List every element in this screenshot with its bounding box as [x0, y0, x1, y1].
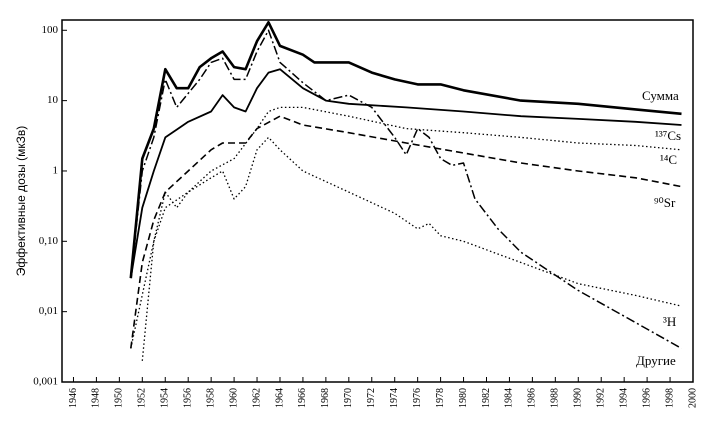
x-tick-label: 1950	[114, 388, 125, 408]
series-label: Другие	[636, 353, 676, 368]
x-tick-label: 1980	[458, 388, 469, 408]
series-label: Сумма	[642, 88, 679, 103]
series-line	[129, 21, 682, 279]
x-tick-label: 1970	[343, 388, 354, 408]
x-tick-label: 1992	[596, 388, 607, 408]
x-tick-label: 1968	[320, 388, 331, 408]
x-tick-label: 1984	[504, 388, 515, 408]
series-line	[141, 106, 682, 361]
x-tick-label: 2000	[687, 388, 698, 408]
x-tick-label: 1990	[573, 388, 584, 408]
plot-frame	[61, 19, 694, 383]
x-tick-label: 1994	[618, 388, 629, 408]
x-tick-label: 1956	[182, 388, 193, 408]
x-tick-label: 1976	[412, 388, 423, 408]
series-line	[130, 29, 682, 350]
series-line	[130, 115, 682, 349]
series-line	[130, 136, 682, 349]
y-tick-label: 10	[47, 94, 59, 106]
x-tick-label: 1986	[527, 388, 538, 408]
x-tick-label: 1998	[664, 388, 675, 408]
y-tick-label: 0,10	[39, 235, 59, 247]
x-tick-label: 1948	[91, 388, 102, 408]
x-tick-label: 1978	[435, 388, 446, 408]
x-tick-label: 1974	[389, 388, 400, 408]
series-label: ⁹⁰Sr	[654, 195, 676, 210]
series-line	[129, 68, 682, 279]
x-tick-label: 1982	[481, 388, 492, 408]
x-tick-label: 1988	[550, 388, 561, 408]
x-tick-label: 1960	[228, 388, 239, 408]
y-tick-label: 1	[53, 164, 59, 176]
y-tick-label: 0,001	[33, 376, 58, 388]
series-label: ¹⁴C	[660, 152, 677, 167]
series-label: ¹³⁷Cs	[655, 128, 681, 143]
x-tick-label: 1964	[274, 388, 285, 408]
series-label: ³H	[663, 314, 676, 329]
y-axis-label: Эффективные дозы (мкЗв)	[14, 126, 28, 276]
x-tick-label: 1996	[641, 388, 652, 408]
x-tick-label: 1946	[68, 388, 79, 408]
x-tick-label: 1972	[366, 388, 377, 408]
x-tick-label: 1952	[137, 388, 148, 408]
x-tick-label: 1958	[205, 388, 216, 408]
x-tick-label: 1954	[160, 388, 171, 408]
x-tick-label: 1962	[251, 388, 262, 408]
y-tick-label: 0,01	[39, 305, 58, 317]
y-tick-label: 100	[42, 24, 59, 36]
x-tick-label: 1966	[297, 388, 308, 408]
